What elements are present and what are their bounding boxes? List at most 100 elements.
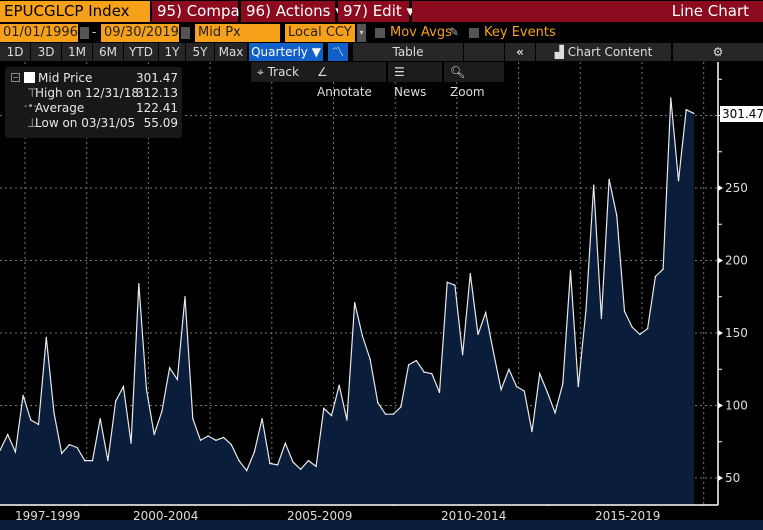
annotate-label: Annotate [317, 85, 372, 99]
mov-avgs-label[interactable]: Mov Avgs [390, 25, 452, 40]
track-tool[interactable]: ⌖ Track [251, 62, 313, 82]
data-point [45, 336, 47, 338]
news-ticker-strip [0, 520, 763, 530]
data-point [361, 335, 363, 337]
y-tick-label: 150 [725, 326, 748, 340]
data-point [569, 270, 572, 272]
data-point [61, 452, 63, 454]
data-point [492, 351, 495, 353]
data-point [184, 296, 186, 298]
mov-avgs-checkbox[interactable] [375, 28, 385, 38]
key-events-checkbox[interactable] [469, 28, 479, 38]
magnifier-icon: 🔍︎ [450, 65, 466, 79]
ticker-field[interactable]: EPUCGLCP Index [0, 1, 150, 22]
data-point [0, 449, 1, 452]
edit-button[interactable]: 97) Edit ▾ [338, 1, 414, 22]
data-point [284, 442, 286, 444]
data-point [107, 460, 109, 462]
data-point [677, 180, 680, 182]
series-color-swatch [24, 72, 35, 83]
high-marker-icon: ⊤ [27, 86, 38, 100]
view-title: Line Chart [412, 1, 763, 22]
data-point [415, 359, 417, 362]
data-point [215, 439, 217, 441]
y-tick-label: 250 [725, 181, 748, 195]
currency-dropdown-icon[interactable]: ▾ [357, 24, 366, 42]
data-point [99, 417, 101, 420]
y-tick [718, 402, 723, 409]
pencil-icon[interactable]: ✎ [449, 25, 460, 39]
data-point [292, 461, 294, 463]
compare-button[interactable]: 95) Compare [152, 1, 255, 22]
y-tick [718, 257, 723, 264]
data-point [199, 439, 202, 441]
calendar-icon[interactable] [80, 27, 89, 39]
news-tool[interactable]: ☰ News [388, 62, 442, 99]
table-button[interactable]: Table [353, 43, 463, 61]
data-point [161, 410, 163, 412]
line-chart[interactable]: 50 100 150 200 250 [0, 62, 763, 506]
data-point [253, 451, 256, 453]
data-point [647, 328, 649, 330]
data-point [346, 419, 348, 421]
period-max[interactable]: Max [215, 43, 247, 61]
x-tick-label: 2010-2014 [441, 509, 507, 523]
data-point [269, 462, 271, 465]
period-1d[interactable]: 1D [0, 43, 30, 61]
currency-select[interactable]: Local CCY [285, 24, 355, 42]
data-point [377, 402, 379, 404]
data-point [53, 412, 55, 414]
news-label: News [394, 85, 427, 99]
high-label: High on 12/31/18 [35, 86, 140, 100]
field-select[interactable]: Mid Px [195, 24, 280, 42]
period-1m[interactable]: 1M [62, 43, 92, 61]
actions-button[interactable]: 96) Actions ▾ [241, 1, 343, 22]
start-date-input[interactable]: 01/01/1996 [0, 24, 78, 42]
collapse-legend-icon[interactable]: − [11, 73, 20, 82]
frequency-select[interactable]: Quarterly ▼ [249, 43, 323, 61]
low-value: 55.09 [143, 116, 178, 130]
x-tick-label: 2000-2004 [133, 509, 199, 523]
data-point [138, 283, 140, 285]
news-icon: ☰ [394, 65, 405, 79]
period-6m[interactable]: 6M [93, 43, 123, 61]
calendar-icon[interactable] [181, 27, 190, 39]
data-point [145, 388, 148, 391]
data-point [554, 412, 556, 414]
controls-bar: 01/01/1996 - 09/30/2019 Mid Px Local CCY… [0, 23, 763, 43]
key-events-label[interactable]: Key Events [484, 25, 556, 40]
mid-price-value: 301.47 [136, 71, 178, 85]
settings-gear-icon[interactable]: ⚙ [673, 43, 763, 61]
legend: − Mid Price 301.47 ⊤ High on 12/31/18 31… [5, 67, 182, 138]
data-point [515, 386, 518, 388]
data-point [531, 431, 533, 433]
data-point [330, 415, 333, 417]
data-point [30, 419, 32, 421]
data-point [300, 468, 302, 470]
data-point [685, 109, 687, 111]
data-point [600, 317, 602, 320]
mid-price-label: Mid Price [38, 71, 93, 85]
end-date-input[interactable]: 09/30/2019 [101, 24, 179, 42]
collapse-button[interactable]: « [505, 43, 535, 61]
period-3d[interactable]: 3D [31, 43, 61, 61]
period-1y[interactable]: 1Y [159, 43, 185, 61]
y-tick [718, 330, 723, 336]
data-point [230, 444, 232, 446]
annotate-tool[interactable]: ∠ Annotate [311, 62, 386, 99]
period-5y[interactable]: 5Y [186, 43, 214, 61]
chart-content-button[interactable]: ▟ Chart Content [536, 43, 671, 61]
data-point [261, 417, 263, 420]
period-ytd[interactable]: YTD [124, 43, 158, 61]
line-chart-icon[interactable]: 〽 [328, 43, 348, 61]
zoom-tool[interactable]: 🔍︎ Zoom [444, 62, 504, 99]
data-point [276, 464, 279, 466]
data-point [616, 214, 618, 217]
data-point [176, 378, 178, 380]
data-point [323, 407, 325, 409]
data-point [431, 373, 433, 375]
spacer [464, 43, 504, 61]
y-tick-label: 100 [725, 399, 748, 413]
data-point [469, 272, 471, 275]
y-tick [718, 475, 723, 481]
